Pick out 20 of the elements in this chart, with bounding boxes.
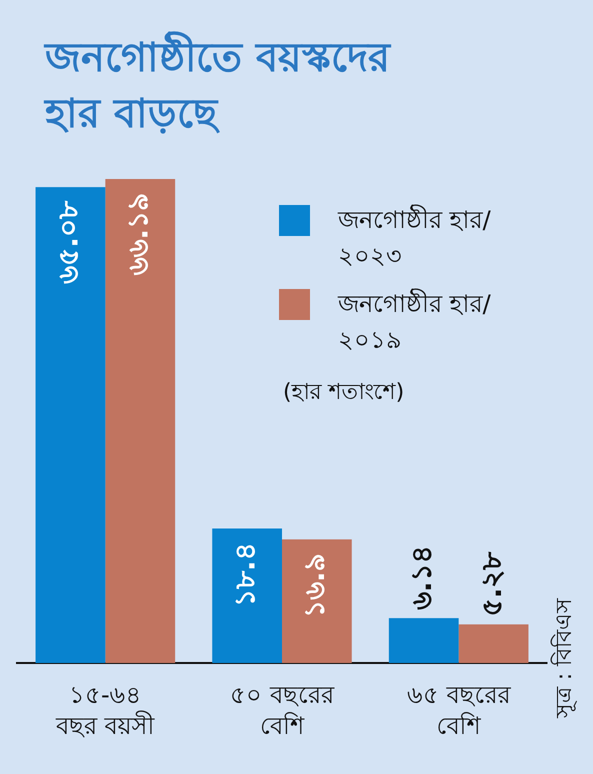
x-tick-label: ৬৫ বছরের বেশি xyxy=(406,680,512,740)
x-tick-label: ১৫-৬৪ বছর বয়সী xyxy=(55,680,156,740)
bar xyxy=(388,618,459,663)
bar xyxy=(36,187,106,663)
data-label: ৬৬.১৯ xyxy=(122,193,155,276)
bar xyxy=(282,539,352,663)
bar xyxy=(105,179,176,663)
legend-label: জনগোষ্ঠীর হার/ ২০২৩ xyxy=(337,205,492,270)
data-label: ৬.১৪ xyxy=(405,545,438,610)
data-label: ১৬.৯ xyxy=(298,553,332,618)
chart-title: জনগোষ্ঠীতে বয়স্কদের হার বাড়ছে xyxy=(45,30,390,139)
text: সূত্র : বিবিএস xyxy=(552,598,578,718)
bar xyxy=(212,528,282,663)
data-label: ১৮.৪ xyxy=(228,542,262,608)
data-label: ৬৫.০৮ xyxy=(52,200,85,284)
x-tick-label: ৫০ বছরের বেশি xyxy=(230,680,335,740)
annotation: (হার শতাংশে) xyxy=(283,380,404,406)
bar xyxy=(458,624,528,663)
legend-label: জনগোষ্ঠীর হার/ ২০১৯ xyxy=(337,289,492,354)
data-label: ৫.২৮ xyxy=(474,550,508,616)
